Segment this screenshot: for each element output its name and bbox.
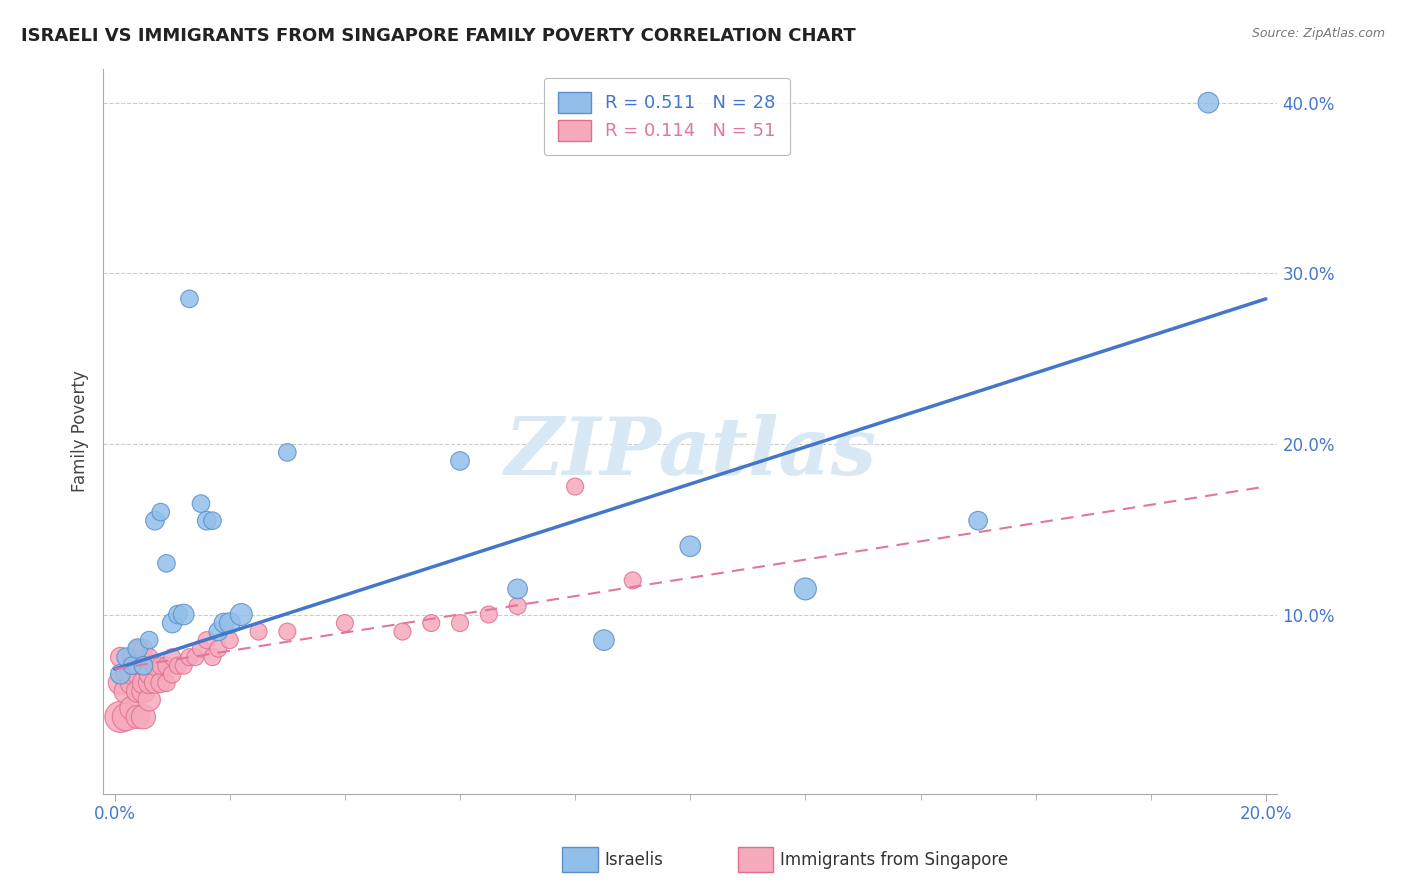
Text: Israelis: Israelis <box>605 851 664 869</box>
Point <box>121 667 143 681</box>
Point <box>190 497 212 511</box>
Point <box>160 650 183 665</box>
Point <box>195 514 218 528</box>
Point <box>218 633 240 648</box>
Point <box>132 658 155 673</box>
Point <box>967 514 990 528</box>
Point <box>420 615 443 630</box>
Text: ISRAELI VS IMMIGRANTS FROM SINGAPORE FAMILY POVERTY CORRELATION CHART: ISRAELI VS IMMIGRANTS FROM SINGAPORE FAM… <box>21 27 856 45</box>
Point <box>149 505 172 519</box>
Point <box>132 710 155 724</box>
Point <box>449 454 471 468</box>
Point <box>201 514 224 528</box>
Point <box>138 667 160 681</box>
Point <box>127 710 149 724</box>
Point <box>276 624 298 639</box>
Text: Source: ZipAtlas.com: Source: ZipAtlas.com <box>1251 27 1385 40</box>
Point <box>127 641 149 656</box>
Point <box>167 607 190 622</box>
Point <box>621 574 644 588</box>
Point <box>138 650 160 665</box>
Point <box>794 582 817 596</box>
Point <box>121 658 143 673</box>
Point <box>160 667 183 681</box>
Point <box>127 684 149 698</box>
Point <box>391 624 413 639</box>
Point <box>132 675 155 690</box>
Point <box>247 624 270 639</box>
Point <box>167 658 190 673</box>
Point <box>1197 95 1219 110</box>
Point <box>115 667 138 681</box>
Point <box>179 292 201 306</box>
Point <box>155 658 177 673</box>
Point <box>207 624 229 639</box>
Point <box>149 658 172 673</box>
Point <box>160 615 183 630</box>
Text: ZIPatlas: ZIPatlas <box>505 414 876 491</box>
Point <box>195 633 218 648</box>
Point <box>121 675 143 690</box>
Point <box>179 650 201 665</box>
Text: Immigrants from Singapore: Immigrants from Singapore <box>780 851 1008 869</box>
Point <box>184 650 207 665</box>
Point <box>276 445 298 459</box>
Point <box>110 710 132 724</box>
Point <box>121 650 143 665</box>
Point <box>110 650 132 665</box>
Point <box>115 650 138 665</box>
Point <box>679 539 702 553</box>
Point <box>127 667 149 681</box>
Point <box>138 693 160 707</box>
Point <box>593 633 616 648</box>
Point <box>506 599 529 613</box>
Point <box>115 684 138 698</box>
Point <box>218 615 240 630</box>
Point <box>132 684 155 698</box>
Point <box>138 675 160 690</box>
Point <box>138 633 160 648</box>
Point <box>149 675 172 690</box>
Point <box>449 615 471 630</box>
Point <box>231 607 253 622</box>
Point <box>155 557 177 571</box>
Point <box>173 607 195 622</box>
Point <box>173 658 195 673</box>
Point <box>127 641 149 656</box>
Point <box>506 582 529 596</box>
Point <box>127 658 149 673</box>
Point <box>155 675 177 690</box>
Point <box>207 641 229 656</box>
Point <box>110 675 132 690</box>
Point <box>564 479 586 493</box>
Point <box>143 658 166 673</box>
Point <box>132 641 155 656</box>
Point <box>143 514 166 528</box>
Point <box>132 658 155 673</box>
Point <box>143 675 166 690</box>
Y-axis label: Family Poverty: Family Poverty <box>72 370 89 492</box>
Point <box>212 615 235 630</box>
Point <box>115 710 138 724</box>
Point <box>201 650 224 665</box>
Legend: R = 0.511   N = 28, R = 0.114   N = 51: R = 0.511 N = 28, R = 0.114 N = 51 <box>544 78 790 155</box>
Point <box>110 667 132 681</box>
Point <box>478 607 501 622</box>
Point <box>190 641 212 656</box>
Point <box>121 701 143 715</box>
Point <box>333 615 356 630</box>
